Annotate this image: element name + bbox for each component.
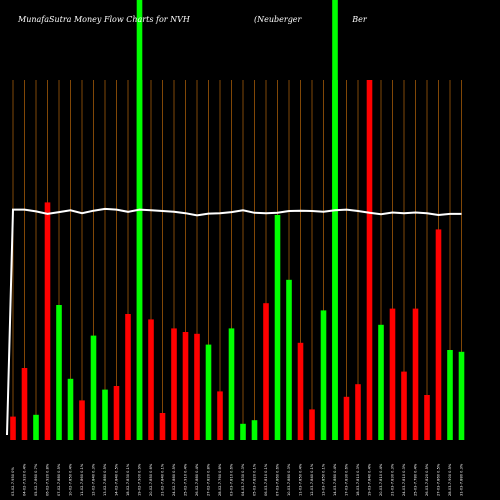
- bar-16: [182, 332, 189, 440]
- x-tick-label: 20-02-7.850 0.6%: [149, 463, 153, 496]
- price-line: [6, 207, 462, 436]
- x-tick-label: 27-02-7.820 0.8%: [207, 463, 211, 496]
- x-tick-label: 18-03-7.810 0.3%: [356, 463, 360, 496]
- x-tick-label: 19-03-7.840 0.4%: [368, 463, 372, 496]
- x-tick-label: 07-02-7.880 0.5%: [57, 463, 61, 496]
- bar-3: [33, 414, 39, 440]
- bar-14: [159, 413, 166, 440]
- x-tick-label: 14-03-7.880 0.4%: [333, 463, 337, 496]
- bar-23: [263, 303, 269, 440]
- bar-17: [194, 333, 200, 440]
- bar-32: [366, 80, 373, 440]
- x-tick-label: 10-02-7.850 0.4%: [69, 463, 73, 496]
- bar-1: [10, 416, 16, 440]
- x-tick-label: 20-03-7.810 0.4%: [379, 463, 383, 496]
- x-tick-label: 06-02-7.920 0.8%: [46, 463, 50, 496]
- bar-31: [355, 384, 361, 440]
- x-tick-label: 12-03-7.840 0.1%: [310, 463, 314, 496]
- bar-5: [56, 305, 62, 440]
- bar-21: [240, 423, 246, 440]
- bar-33: [378, 324, 384, 440]
- x-tick-label: 18-02-7.830 0.1%: [126, 463, 130, 496]
- bar-38: [435, 229, 442, 440]
- bar-25: [286, 279, 292, 440]
- x-tick-label: 26-03-7.820 0.5%: [425, 463, 429, 496]
- price-line-group: [6, 207, 462, 436]
- x-tick-label: 12-02-7.840 0.3%: [92, 463, 96, 496]
- x-tick-label: 21-03-7.830 0.3%: [391, 463, 395, 496]
- x-tick-label: 27-03-7.860 0.5%: [437, 463, 441, 496]
- x-tick-label: 04-02-7.920 0.4%: [23, 463, 27, 496]
- bar-7: [79, 400, 85, 440]
- bar-22: [251, 420, 258, 440]
- bar-26: [297, 342, 304, 440]
- x-tick-label: 25-03-7.780 0.4%: [414, 463, 418, 496]
- x-tick-label: 28-02-7.760 0.8%: [218, 463, 222, 496]
- x-tick-label: 19-02-7.900 0.9%: [138, 463, 142, 496]
- x-tick-label: 03-03-7.810 0.6%: [230, 463, 234, 496]
- bar-12: [136, 80, 143, 440]
- bar-36: [412, 308, 419, 440]
- x-tick-label: 06-03-7.810 0.1%: [264, 463, 268, 496]
- bar-8: [90, 335, 97, 440]
- x-tick-label: 04-03-7.830 0.3%: [241, 463, 245, 496]
- bar-20: [228, 328, 235, 440]
- x-tick-label: 07-03-7.860 0.6%: [276, 463, 280, 496]
- bar-11: [125, 314, 131, 440]
- bar-28: [320, 310, 327, 440]
- x-tick-label: 10-03-7.880 0.3%: [287, 463, 291, 496]
- x-tick-label: 11-02-7.860 0.1%: [80, 463, 84, 496]
- x-tick-label: 13-03-7.850 0.1%: [322, 463, 326, 496]
- x-tick-label: 05-03-7.820 0.1%: [253, 463, 257, 496]
- bar-4: [44, 202, 51, 440]
- x-tick-labels: 03-02-7.950 0% 04-02-7.920 0.4% 05-02-7.86…: [11, 463, 464, 496]
- bars: [10, 80, 465, 440]
- bar-15: [171, 328, 177, 440]
- bar-9: [102, 389, 108, 440]
- x-tick-label: 13-02-7.880 0.5%: [103, 463, 107, 496]
- bar-24: [274, 215, 281, 440]
- bar-37: [424, 395, 430, 440]
- chart-title-right: (Neuberger Ber: [254, 15, 368, 24]
- bar-27: [309, 409, 315, 440]
- bar-2: [21, 368, 28, 440]
- bar-10: [113, 386, 120, 440]
- bar-6: [67, 378, 74, 440]
- bar-19: [217, 391, 223, 440]
- bar-40: [458, 351, 465, 440]
- x-tick-label: 24-03-7.810 0.3%: [402, 463, 406, 496]
- x-tick-label: 05-02-7.860 0.7%: [34, 463, 38, 496]
- x-tick-label: 11-03-7.850 0.4%: [299, 463, 303, 496]
- bar-30: [343, 396, 350, 440]
- x-tick-label: 03-02-7.950 0%: [11, 467, 15, 496]
- bar-13: [148, 319, 154, 440]
- x-tick-label: 17-03-7.830 0.6%: [345, 463, 349, 496]
- x-tick-label: 25-02-7.910 0.4%: [184, 463, 188, 496]
- x-tick-label: 14-02-7.840 0.5%: [115, 463, 119, 496]
- x-tick-label: 26-02-7.880 0.4%: [195, 463, 199, 496]
- x-tick-label: 24-02-7.880 0.5%: [172, 463, 176, 496]
- bar-29: [332, 80, 338, 440]
- x-tick-label: 21-02-7.840 0.1%: [161, 463, 165, 496]
- x-tick-label: 31-03-7.880 0.3%: [460, 463, 464, 496]
- chart-title: MunafaSutra Money Flow Charts for NVH: [17, 15, 191, 24]
- bar-35: [401, 371, 407, 440]
- bar-34: [389, 308, 396, 440]
- bar-39: [447, 350, 453, 440]
- x-tick-label: 28-03-7.900 0.5%: [448, 463, 452, 496]
- bar-18: [205, 344, 212, 440]
